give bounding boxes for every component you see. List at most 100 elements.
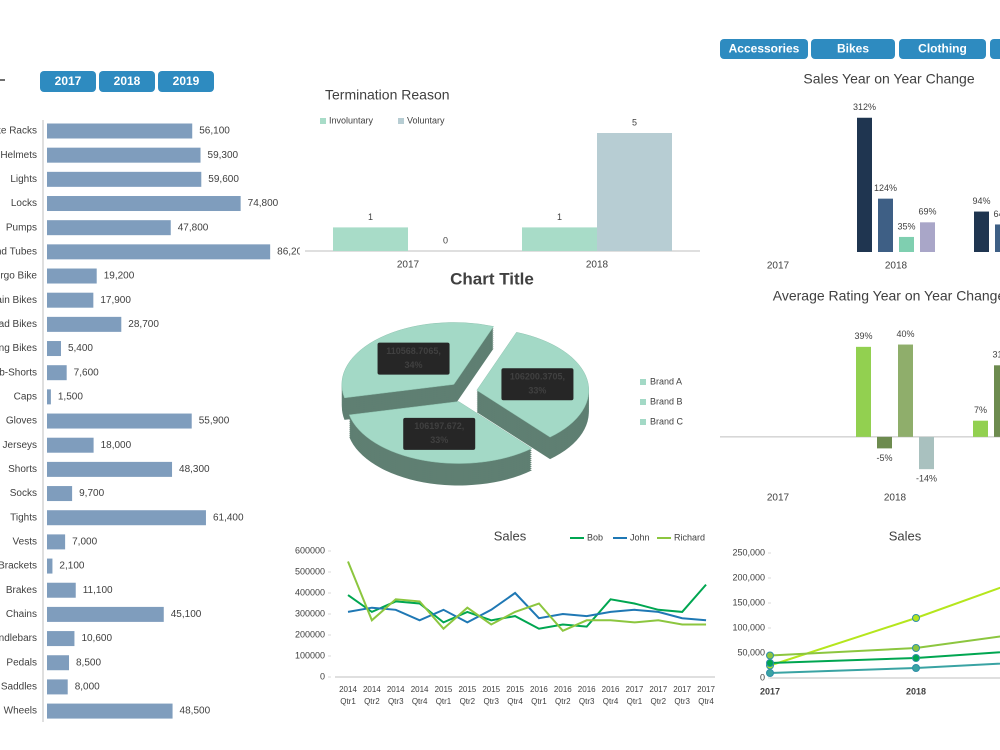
value-label: 18,000 <box>101 440 132 451</box>
value-label: 7% <box>974 405 987 415</box>
bar <box>47 655 70 671</box>
chart: Sales Year on Year Change 2017 2018 312% 94%… <box>767 71 1000 272</box>
y-tick-label: 50,000 <box>737 647 765 657</box>
bar <box>47 461 173 477</box>
chart-title: Sales Year on Year Change <box>803 71 974 87</box>
series-line <box>347 591 707 624</box>
bar <box>47 534 66 550</box>
legend-label: Richard <box>674 532 705 542</box>
marker <box>912 664 920 672</box>
y-tick-label: 200000 <box>295 629 325 639</box>
x-tick-label: 2017 <box>760 686 780 696</box>
category-label: ain Bikes <box>0 295 37 306</box>
x-tick-label: 2017 <box>673 685 691 694</box>
value-label: 312% <box>853 102 876 112</box>
slicer-button[interactable] <box>158 71 214 92</box>
bar <box>47 582 76 598</box>
data-label-value: 106197.672, <box>414 421 464 431</box>
x-tick-label: Qtr2 <box>460 697 476 706</box>
bar <box>47 437 94 453</box>
slicer-button[interactable] <box>720 39 808 59</box>
bar <box>47 268 97 284</box>
value-label: 2,100 <box>59 561 84 572</box>
x-tick-label: Qtr4 <box>603 697 619 706</box>
value-label: 10,600 <box>81 633 112 644</box>
y-tick-label: 0 <box>320 671 325 681</box>
value-label: 69% <box>918 207 936 217</box>
bar <box>47 486 73 502</box>
bar <box>919 436 934 470</box>
bar <box>899 236 914 252</box>
value-label: 56,100 <box>199 126 230 137</box>
bar <box>973 420 988 437</box>
chart-title: Termination Reason <box>325 87 450 103</box>
x-tick-label: Qtr2 <box>651 697 667 706</box>
bar <box>920 222 935 252</box>
value-label: 59,300 <box>208 150 239 161</box>
bar <box>877 436 892 449</box>
data-label-box <box>501 368 574 401</box>
x-tick-label: 2014 <box>339 685 357 694</box>
bar <box>47 220 171 236</box>
legend-swatch <box>640 419 646 425</box>
value-label: 48,300 <box>179 464 210 475</box>
bar <box>47 679 68 695</box>
bar <box>597 133 672 251</box>
category-label: Tights <box>10 512 37 523</box>
value-label: 1 <box>368 212 373 222</box>
y-tick-label: 500000 <box>295 566 325 576</box>
category-label: Gloves <box>6 416 37 427</box>
bar <box>47 147 201 163</box>
y-tick-label: 400000 <box>295 587 325 597</box>
y-tick-label: 100,000 <box>732 622 765 632</box>
slicer-button[interactable] <box>99 71 155 92</box>
category-label: ad Bikes <box>0 319 37 330</box>
x-tick-label: 2018 <box>884 493 907 504</box>
value-label: 7,000 <box>72 537 97 548</box>
y-tick-label: 150,000 <box>732 597 765 607</box>
x-tick-label: 2018 <box>586 260 609 271</box>
legend-label: John <box>630 532 650 542</box>
bar <box>47 365 67 381</box>
slicer-button[interactable] <box>40 71 96 92</box>
value-label: 45,100 <box>171 609 202 620</box>
category-label: Pumps <box>6 222 37 233</box>
x-tick-label: Qtr3 <box>674 697 690 706</box>
y-tick-label: 100000 <box>295 650 325 660</box>
y-tick-label: 250,000 <box>732 547 765 557</box>
slicer-button[interactable] <box>990 39 1000 59</box>
bar <box>47 510 206 526</box>
category-label: Lights <box>10 174 37 185</box>
legend-swatch <box>640 379 646 385</box>
x-tick-label: 2018 <box>906 686 926 696</box>
x-tick-label: Qtr3 <box>579 697 595 706</box>
chart-title: Sales <box>889 528 922 543</box>
slicer-button[interactable] <box>899 39 986 59</box>
x-tick-label: 2017 <box>697 685 715 694</box>
bar <box>857 117 872 252</box>
x-tick-label: 2016 <box>602 685 620 694</box>
value-label: 39% <box>854 331 872 341</box>
category-label: Vests <box>13 537 37 548</box>
x-tick-label: Qtr2 <box>364 697 380 706</box>
value-label: 35% <box>897 221 915 231</box>
value-label: 5,400 <box>68 343 93 354</box>
slicer-button[interactable] <box>811 39 895 59</box>
value-label: 124% <box>874 183 897 193</box>
bar <box>47 171 202 187</box>
category-label: Saddles <box>1 682 37 693</box>
bar <box>974 211 989 252</box>
value-label: 8,000 <box>75 682 100 693</box>
legend-label: Involuntary <box>329 115 374 125</box>
slicer-label: Accessories <box>729 42 800 56</box>
category-label: Wheels <box>4 706 37 717</box>
x-tick-label: Qtr3 <box>388 697 404 706</box>
value-label: 40% <box>896 329 914 339</box>
chart: Termination Reason 2017 2018 Involuntary 1 1 V… <box>305 87 700 271</box>
value-label: 86,200 <box>277 246 308 257</box>
y-tick-label: 0 <box>760 672 765 682</box>
value-label: 9,700 <box>79 488 104 499</box>
x-tick-label: 2017 <box>397 260 420 271</box>
data-label-percent: 33% <box>528 386 546 396</box>
